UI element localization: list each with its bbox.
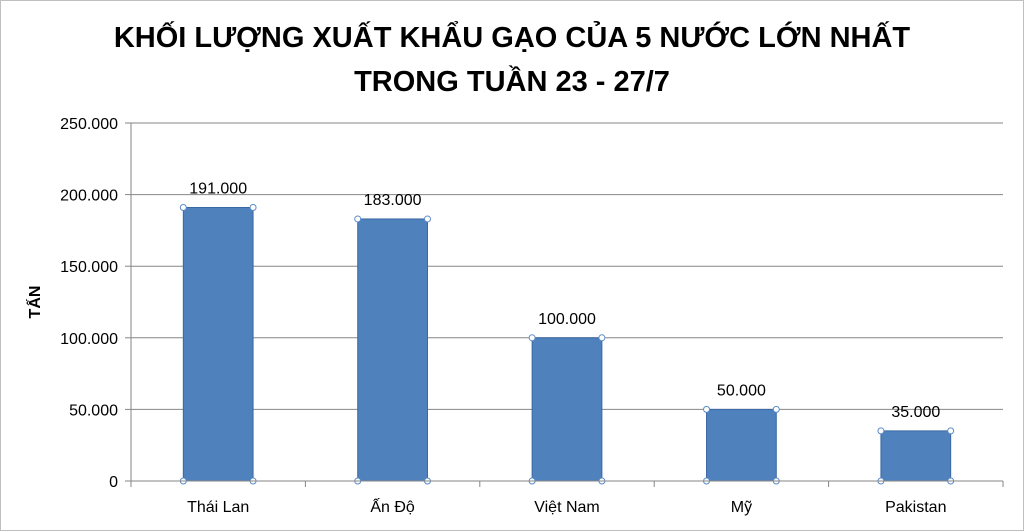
bar-handle	[249, 203, 257, 211]
bar	[182, 206, 254, 482]
bar-handle	[772, 405, 780, 413]
y-tick-label: 250.000	[60, 116, 118, 133]
chart-title-line-2: TRONG TUẦN 23 - 27/7	[354, 66, 670, 98]
y-tick-label: 50.000	[69, 402, 118, 419]
bar	[357, 218, 428, 482]
chart-title-line-1: KHỐI LƯỢNG XUẤT KHẨU GẠO CỦA 5 NƯỚC LỚN …	[113, 22, 911, 54]
y-tick-label: 150.000	[60, 259, 118, 276]
bar-handle	[703, 405, 711, 413]
x-tick-label: Việt Nam	[534, 499, 600, 516]
bar-handle	[528, 334, 536, 342]
data-label: 35.000	[891, 404, 940, 421]
bar	[706, 408, 777, 482]
bar-handle	[179, 203, 187, 211]
x-tick-labels: Thái Lan Ấn Độ Việt Nam Mỹ Pakistan	[187, 497, 946, 516]
data-label: 100.000	[538, 311, 596, 328]
bar-handle	[947, 427, 955, 435]
bar-handle	[598, 334, 606, 342]
x-tick-label: Thái Lan	[187, 499, 249, 516]
bar	[880, 430, 952, 482]
bar	[531, 337, 603, 482]
x-tick-label: Pakistan	[885, 499, 946, 516]
bar-handle	[354, 215, 362, 223]
x-tick-label: Mỹ	[731, 499, 752, 516]
y-tick-label: 0	[109, 474, 118, 491]
y-tick-label: 200.000	[60, 188, 118, 205]
y-tick-labels: 0 50.000 100.000 150.000 200.000 250.000	[60, 116, 118, 491]
bars	[182, 206, 952, 482]
x-tick-label: Ấn Độ	[370, 497, 415, 516]
axes	[125, 122, 1004, 487]
data-label: 50.000	[717, 382, 766, 399]
data-labels: 191.000 183.000 100.000 50.000 35.000	[189, 180, 940, 420]
chart-title: KHỐI LƯỢNG XUẤT KHẨU GẠO CỦA 5 NƯỚC LỚN …	[0, 16, 1024, 104]
y-axis-label: TẤN	[25, 286, 44, 319]
data-label: 191.000	[189, 180, 247, 197]
bar-handle	[877, 427, 885, 435]
y-tick-label: 100.000	[60, 331, 118, 348]
data-label: 183.000	[364, 192, 422, 209]
bar-handle	[423, 215, 431, 223]
